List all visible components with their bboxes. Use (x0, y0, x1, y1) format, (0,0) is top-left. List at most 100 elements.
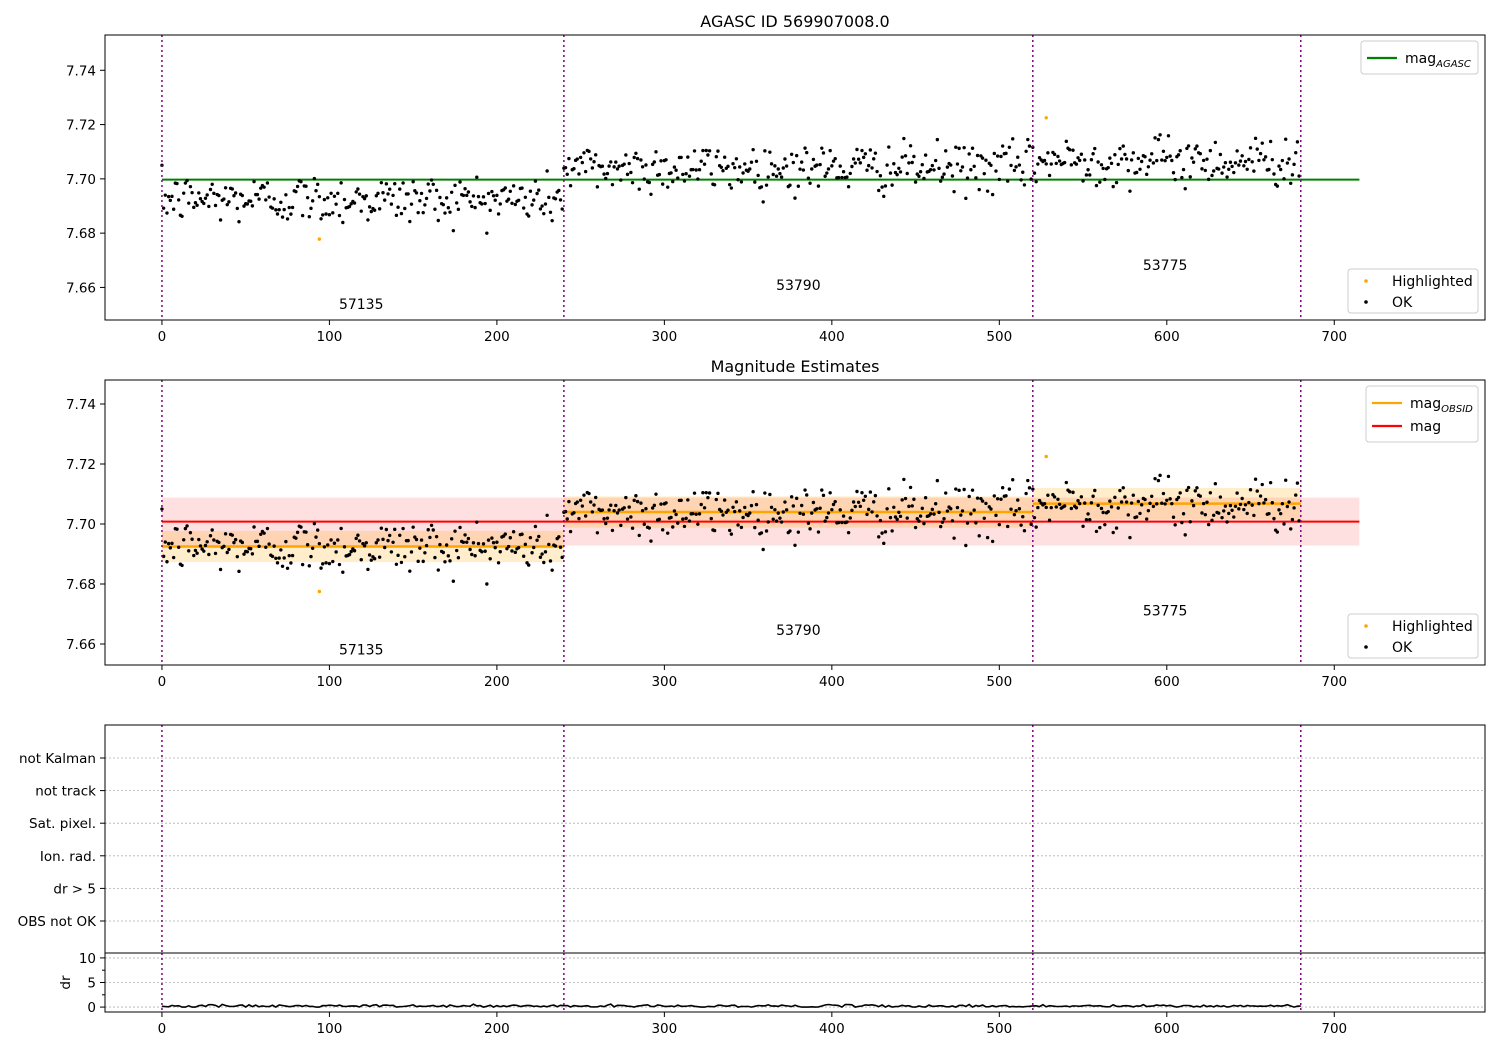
data-point-ok (1228, 160, 1233, 164)
data-point-ok (270, 554, 275, 559)
data-point-ok (791, 504, 796, 508)
data-point-ok (195, 551, 199, 555)
data-point-ok (1243, 159, 1248, 164)
data-point-ok (922, 521, 926, 526)
data-point-ok (1163, 158, 1167, 163)
data-point-ok (860, 491, 864, 495)
data-point-ok (679, 498, 683, 503)
data-point-ok (282, 207, 286, 212)
data-point-ok (696, 522, 700, 526)
data-point-ok (354, 536, 358, 541)
data-point-ok (647, 526, 651, 530)
data-point-ok (714, 497, 718, 502)
data-point-ok (908, 144, 913, 148)
data-point-ok (1245, 511, 1249, 516)
data-point-ok (259, 186, 263, 190)
data-point-ok (592, 503, 596, 507)
data-point-ok (1037, 498, 1042, 503)
data-point-ok (198, 544, 203, 548)
data-point-ok (1222, 165, 1226, 169)
data-point-ok (982, 516, 986, 520)
data-point-ok (734, 500, 739, 504)
data-point-ok (1191, 503, 1196, 508)
data-point-ok (1150, 494, 1154, 498)
data-point-ok (352, 549, 357, 553)
data-point-ok (917, 174, 921, 178)
data-point-ok (461, 540, 466, 545)
data-point-ok (600, 164, 605, 168)
data-point-ok (461, 193, 466, 198)
data-point-ok (321, 562, 325, 566)
data-point-ok (168, 198, 173, 203)
data-point-ok (736, 178, 740, 182)
data-point-ok (933, 502, 938, 506)
data-point-ok (431, 182, 435, 186)
data-point-ok (808, 527, 812, 531)
data-point-ok (741, 515, 745, 520)
data-point-ok (928, 512, 933, 516)
data-point-ok (990, 539, 995, 544)
data-point-ok (553, 544, 558, 548)
data-point-ok (419, 538, 424, 542)
data-point-ok (1242, 507, 1246, 512)
data-point-ok (731, 505, 735, 509)
data-point-ok (625, 517, 630, 521)
data-point-ok (726, 508, 730, 512)
flag-category-label: Ion. rad. (40, 849, 96, 865)
data-point-ok (495, 193, 499, 198)
data-point-ok (185, 178, 189, 183)
data-point-ok (756, 518, 760, 522)
data-point-ok (565, 172, 569, 177)
data-point-ok (1166, 474, 1171, 479)
data-point-ok (398, 187, 402, 191)
legend-subscript: AGASC (1435, 59, 1471, 70)
data-point-ok (389, 202, 394, 206)
data-point-ok (669, 171, 673, 175)
data-point-ok (823, 174, 827, 178)
data-point-ok (999, 154, 1003, 159)
data-point-ok (1027, 486, 1032, 490)
data-point-ok (604, 176, 608, 181)
data-point-ok (595, 185, 600, 189)
data-point-ok (235, 554, 240, 559)
data-point-ok (743, 505, 747, 510)
data-point-ok (165, 560, 169, 564)
data-point-ok (716, 149, 720, 153)
data-point-ok (1210, 173, 1214, 178)
data-point-ok (1099, 163, 1104, 167)
data-point-ok (674, 168, 678, 172)
data-point-ok (1225, 520, 1229, 524)
data-point-ok (1062, 504, 1067, 508)
data-point-ok (1134, 170, 1139, 175)
data-point-ok (1103, 522, 1107, 527)
data-point-ok (304, 184, 308, 188)
data-point-ok (334, 550, 338, 554)
data-point-ok (548, 559, 553, 563)
data-point-ok (1101, 166, 1105, 171)
data-point-ok (810, 511, 814, 515)
data-point-ok (1211, 513, 1216, 517)
data-point-ok (590, 166, 595, 170)
data-point-ok (334, 202, 338, 206)
data-point-ok (443, 211, 447, 215)
data-point-ok (960, 509, 965, 513)
data-point-ok (530, 203, 534, 207)
obsid-label: 53790 (776, 278, 821, 294)
data-point-ok (540, 552, 544, 556)
data-point-ok (1217, 511, 1221, 515)
data-point-ok (612, 165, 616, 169)
y-tick-label: 7.70 (66, 517, 96, 533)
data-point-ok (788, 529, 792, 533)
obsid-label: 53775 (1143, 604, 1188, 620)
data-point-ok (255, 539, 260, 544)
data-point-ok (304, 530, 308, 534)
data-point-ok (794, 496, 799, 501)
data-point-ok (185, 524, 189, 528)
data-point-ok (312, 176, 317, 181)
data-point-ok (650, 506, 655, 510)
data-point-ok (866, 163, 871, 168)
data-point-ok (490, 189, 494, 194)
data-point-ok (393, 527, 397, 532)
data-point-ok (1005, 524, 1010, 529)
